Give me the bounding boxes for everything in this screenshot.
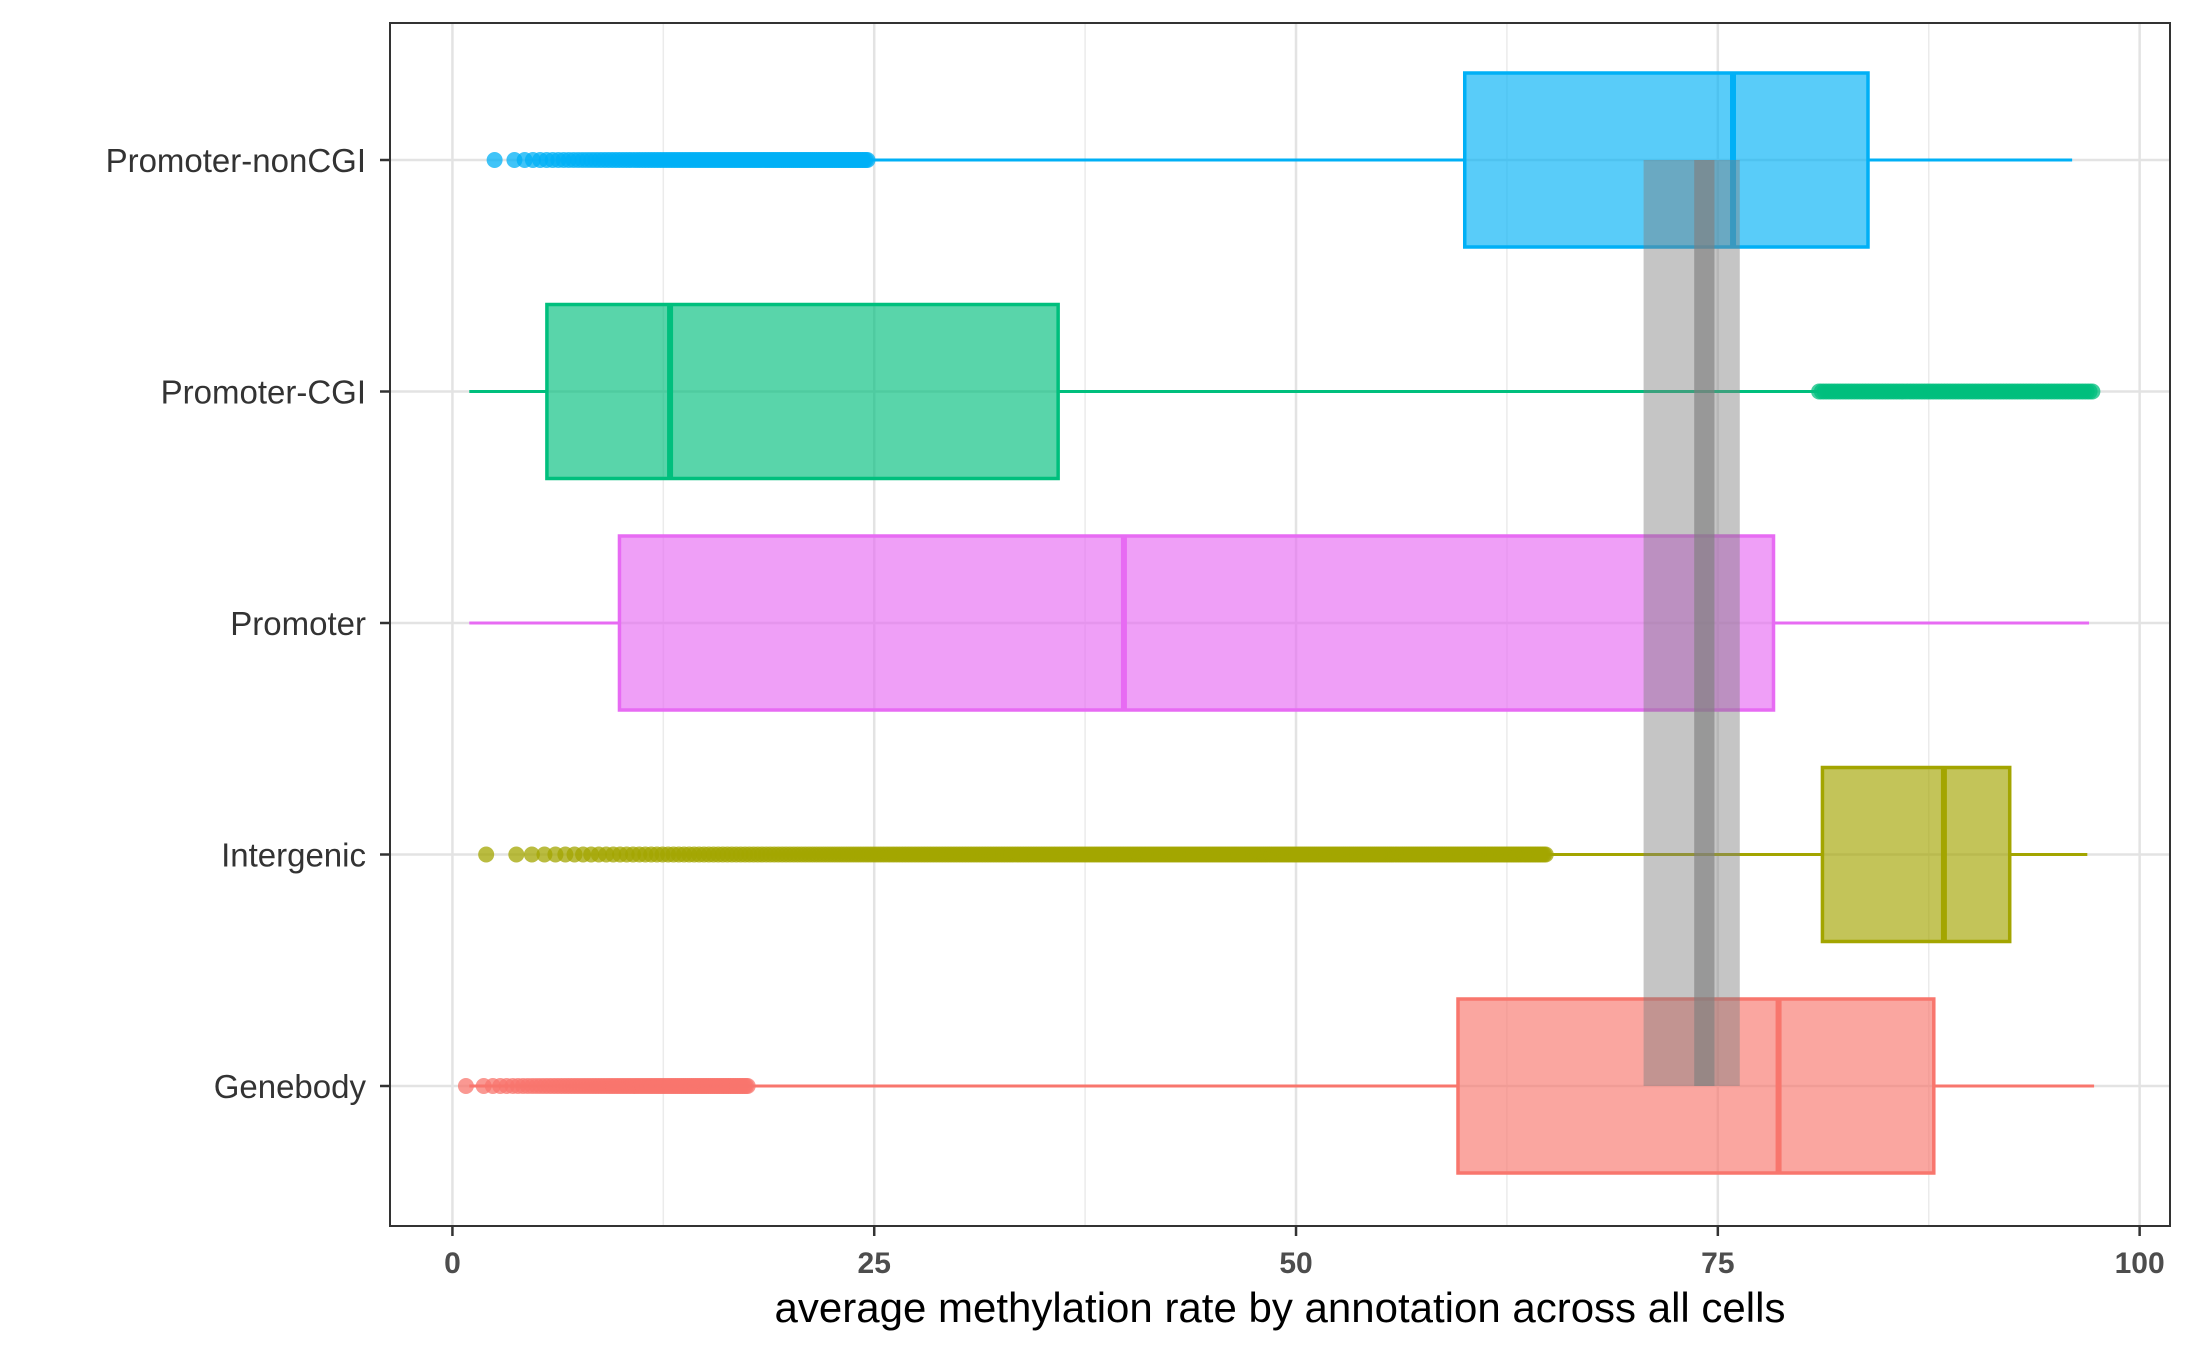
x-tick-label: 100 (2115, 1247, 2165, 1280)
box-group-genebody (457, 997, 2095, 1175)
box-group-promoter-cgi (469, 302, 2101, 481)
y-tick-label: Intergenic (221, 837, 366, 874)
x-tick-label: 75 (1701, 1247, 1734, 1280)
outlier-point (508, 846, 525, 863)
reference-band-outer (1643, 160, 1740, 1086)
box-group-promoter (469, 534, 2090, 712)
x-axis-title: average methylation rate by annotation a… (775, 1284, 1786, 1331)
x-tick-label: 0 (444, 1247, 461, 1280)
outlier-points (1811, 383, 2101, 400)
outlier-point (859, 152, 876, 168)
outlier-points (478, 846, 1554, 863)
outlier-points (457, 1078, 756, 1094)
y-tick-label: Promoter-nonCGI (106, 142, 366, 179)
outlier-point (457, 1078, 474, 1094)
box-iqr (545, 302, 1060, 481)
outlier-point (1537, 846, 1554, 863)
outlier-points (486, 152, 876, 168)
outlier-point (486, 152, 503, 168)
outlier-point (523, 846, 540, 863)
x-tick-label: 50 (1279, 1247, 1312, 1280)
y-tick-label: Genebody (214, 1068, 367, 1105)
boxplot-layer (457, 71, 2101, 1175)
outlier-point (2084, 383, 2101, 400)
axes-layer: 0 25 50 75 100 Genebody Intergenic Promoter Prom… (106, 142, 2165, 1280)
outlier-point (739, 1078, 756, 1094)
box-group-intergenic (478, 765, 2088, 944)
box-group-promoter-noncgi (486, 71, 2073, 249)
x-tick-label: 25 (858, 1247, 891, 1280)
box-iqr (617, 534, 1776, 712)
box-iqr (1820, 765, 2012, 944)
plot-panel-border (389, 22, 2171, 1227)
box-iqr (1462, 71, 1870, 249)
y-tick-label: Promoter-CGI (161, 374, 366, 411)
reference-band-inner (1694, 160, 1715, 1086)
outlier-point (536, 846, 553, 863)
outlier-point (478, 846, 495, 863)
y-tick-label: Promoter (230, 605, 366, 642)
